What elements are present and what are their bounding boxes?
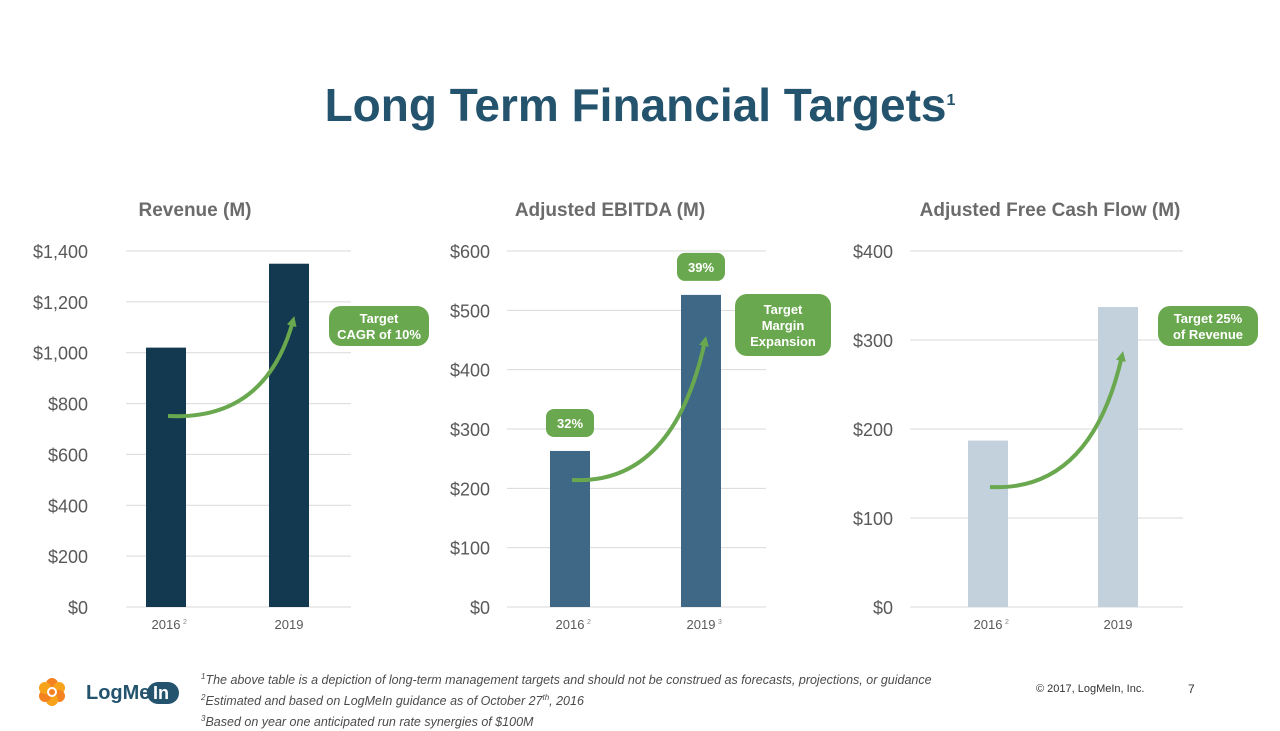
x-tick-label: 2016 xyxy=(974,617,1003,632)
margin-badge xyxy=(677,252,725,281)
page-number: 7 xyxy=(1188,682,1195,696)
x-tick-label: 2019 xyxy=(1104,617,1133,632)
logmein-logo: LogMe In xyxy=(39,678,179,706)
y-tick-label: $300 xyxy=(853,331,893,351)
slide-title: Long Term Financial Targets1 xyxy=(0,78,1280,132)
target-badge-label: of Revenue xyxy=(1173,327,1243,342)
chart-1: Revenue (M) $0 $200 $400 $600 $800 $1,000 $1,20… xyxy=(33,200,429,632)
footnote-3: 3Based on year one anticipated run rate … xyxy=(201,710,932,731)
margin-badge-label: 32% xyxy=(557,416,583,431)
logo-wordmark: LogMe xyxy=(86,682,150,704)
bar-2016 xyxy=(146,347,186,607)
y-tick-label: $100 xyxy=(450,539,490,559)
y-tick-label: $800 xyxy=(48,395,88,415)
chart-title: Adjusted EBITDA (M) xyxy=(515,200,705,221)
bar-2016 xyxy=(550,450,590,607)
x-tick-footnote: 2 xyxy=(183,619,187,626)
chart-title: Revenue (M) xyxy=(139,200,252,221)
target-badge xyxy=(329,306,429,346)
footnote-text: Based on year one anticipated run rate s… xyxy=(205,715,534,730)
footnotes: 1The above table is a depiction of long-… xyxy=(201,668,932,731)
slide-title-text: Long Term Financial Targets xyxy=(324,79,947,131)
y-tick-label: $0 xyxy=(873,598,893,618)
bar-2016 xyxy=(968,440,1008,607)
x-tick-footnote: 3 xyxy=(718,619,722,626)
y-tick-label: $400 xyxy=(450,361,490,381)
y-tick-label: $600 xyxy=(450,242,490,262)
y-tick-label: $400 xyxy=(48,496,88,516)
y-tick-label: $500 xyxy=(450,301,490,321)
footnote-1: 1The above table is a depiction of long-… xyxy=(201,668,932,689)
chart-layer: Revenue (M) $0 $200 $400 $600 $800 $1,000 $1,20… xyxy=(33,200,1258,632)
margin-badge-label: 39% xyxy=(688,260,714,275)
y-tick-label: $1,400 xyxy=(33,242,88,262)
chart-title: Adjusted Free Cash Flow (M) xyxy=(920,200,1181,221)
footnote-2: 2Estimated and based on LogMeIn guidance… xyxy=(201,689,932,710)
y-tick-label: $100 xyxy=(853,509,893,529)
y-tick-label: $0 xyxy=(470,598,490,618)
bar-2019 xyxy=(681,294,721,607)
chart-2: Adjusted EBITDA (M) $0 $100 $200 $300 $400 $50… xyxy=(450,200,831,632)
growth-arrow xyxy=(571,336,709,483)
bar-2019 xyxy=(1098,307,1138,607)
y-tick-label: $200 xyxy=(48,547,88,567)
x-tick-label: 2016 xyxy=(556,617,585,632)
target-badge xyxy=(1158,306,1258,346)
target-badge-label: CAGR of 10% xyxy=(337,327,421,342)
y-tick-label: $400 xyxy=(853,242,893,262)
y-tick-label: $200 xyxy=(450,479,490,499)
target-badge-label: Expansion xyxy=(750,334,816,349)
chart-3: Adjusted Free Cash Flow (M) $0 $100 $200 $30… xyxy=(853,200,1258,632)
x-tick-footnote: 2 xyxy=(1005,619,1009,626)
copyright: © 2017, LogMeIn, Inc. xyxy=(1036,683,1145,695)
footnote-marker: 3 xyxy=(201,714,206,724)
footnote-text: The above table is a depiction of long-t… xyxy=(205,673,932,688)
x-tick-label: 2019 xyxy=(687,617,716,632)
target-badge-label: Margin xyxy=(762,318,805,333)
footnote-text-cont: , 2016 xyxy=(549,694,584,709)
target-badge-label: Target xyxy=(360,311,399,326)
footnote-ordinal: th xyxy=(542,693,550,703)
logo-flower-icon xyxy=(39,678,65,706)
y-tick-label: $200 xyxy=(853,420,893,440)
footnote-marker: 2 xyxy=(201,693,206,703)
target-badge-label: Target xyxy=(764,302,803,317)
footnote-marker: 1 xyxy=(201,672,206,681)
x-tick-footnote: 2 xyxy=(587,619,591,626)
y-tick-label: $600 xyxy=(48,445,88,465)
slide-title-footnote-marker: 1 xyxy=(946,92,956,109)
margin-badge xyxy=(546,408,594,437)
target-badge xyxy=(735,294,831,356)
growth-arrow xyxy=(167,316,297,419)
logo-in-text: In xyxy=(153,683,169,703)
y-tick-label: $1,200 xyxy=(33,293,88,313)
x-tick-label: 2019 xyxy=(275,617,304,632)
bar-2019 xyxy=(269,263,309,607)
y-tick-label: $0 xyxy=(68,598,88,618)
footnote-text: Estimated and based on LogMeIn guidance … xyxy=(205,694,543,709)
x-tick-label: 2016 xyxy=(152,617,181,632)
target-badge-label: Target 25% xyxy=(1174,311,1243,326)
y-tick-label: $300 xyxy=(450,420,490,440)
y-tick-label: $1,000 xyxy=(33,344,88,364)
growth-arrow xyxy=(989,351,1126,490)
logo-in-box xyxy=(147,682,179,704)
